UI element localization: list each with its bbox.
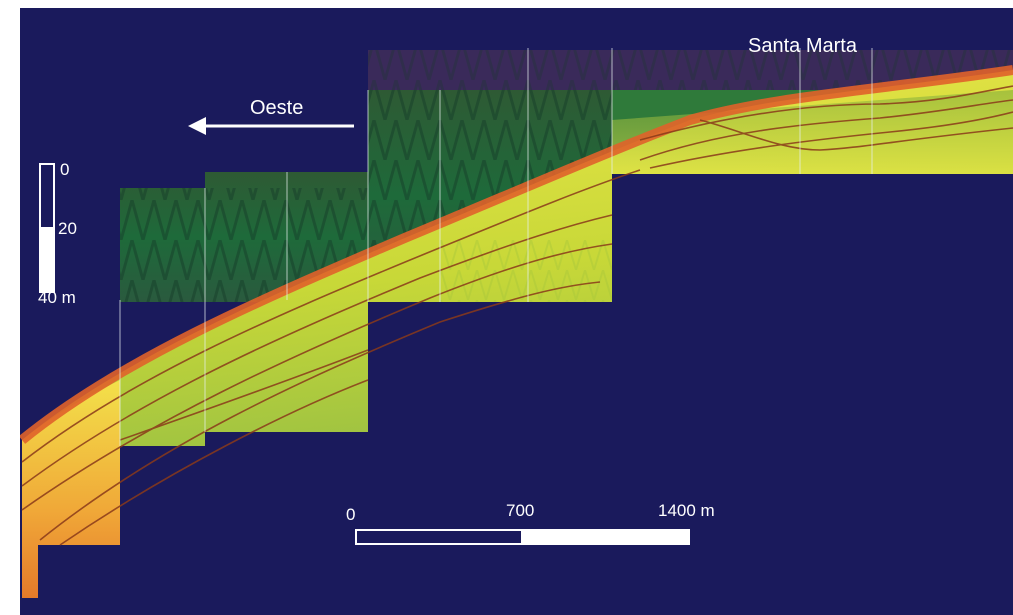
- sediment-toe-left: [22, 380, 120, 598]
- internal-reflectors: [21, 85, 1013, 546]
- west-arrow-head-icon: [188, 117, 206, 135]
- horizontal-scale-tick-1400: 1400 m: [658, 501, 715, 520]
- horizontal-scale-tick-700: 700: [506, 501, 534, 520]
- vertical-scale-tick-40: 40 m: [38, 288, 76, 307]
- seismic-data-panels: [20, 48, 1013, 598]
- horizontal-scale-right-segment: [521, 529, 690, 545]
- vertical-scale-bar: 0 20 40 m: [38, 160, 77, 307]
- panel-water-column-left-notch: [120, 172, 205, 188]
- place-label-santa-marta: Santa Marta: [748, 35, 858, 57]
- vertical-scale-lower-segment: [39, 227, 55, 293]
- horizontal-scale-tick-0: 0: [346, 505, 355, 524]
- vertical-scale-upper-segment: [39, 163, 55, 229]
- vertical-scale-tick-20: 20: [58, 219, 77, 238]
- direction-indicator: Oeste: [188, 97, 354, 135]
- direction-label-oeste: Oeste: [250, 97, 303, 119]
- seabed-reflector: [20, 65, 1013, 444]
- horizontal-scale-bar: 0 700 1400 m: [346, 501, 715, 545]
- trace-lines: [119, 48, 873, 446]
- vertical-scale-tick-0: 0: [60, 160, 69, 179]
- horizontal-scale-left-segment: [355, 529, 523, 545]
